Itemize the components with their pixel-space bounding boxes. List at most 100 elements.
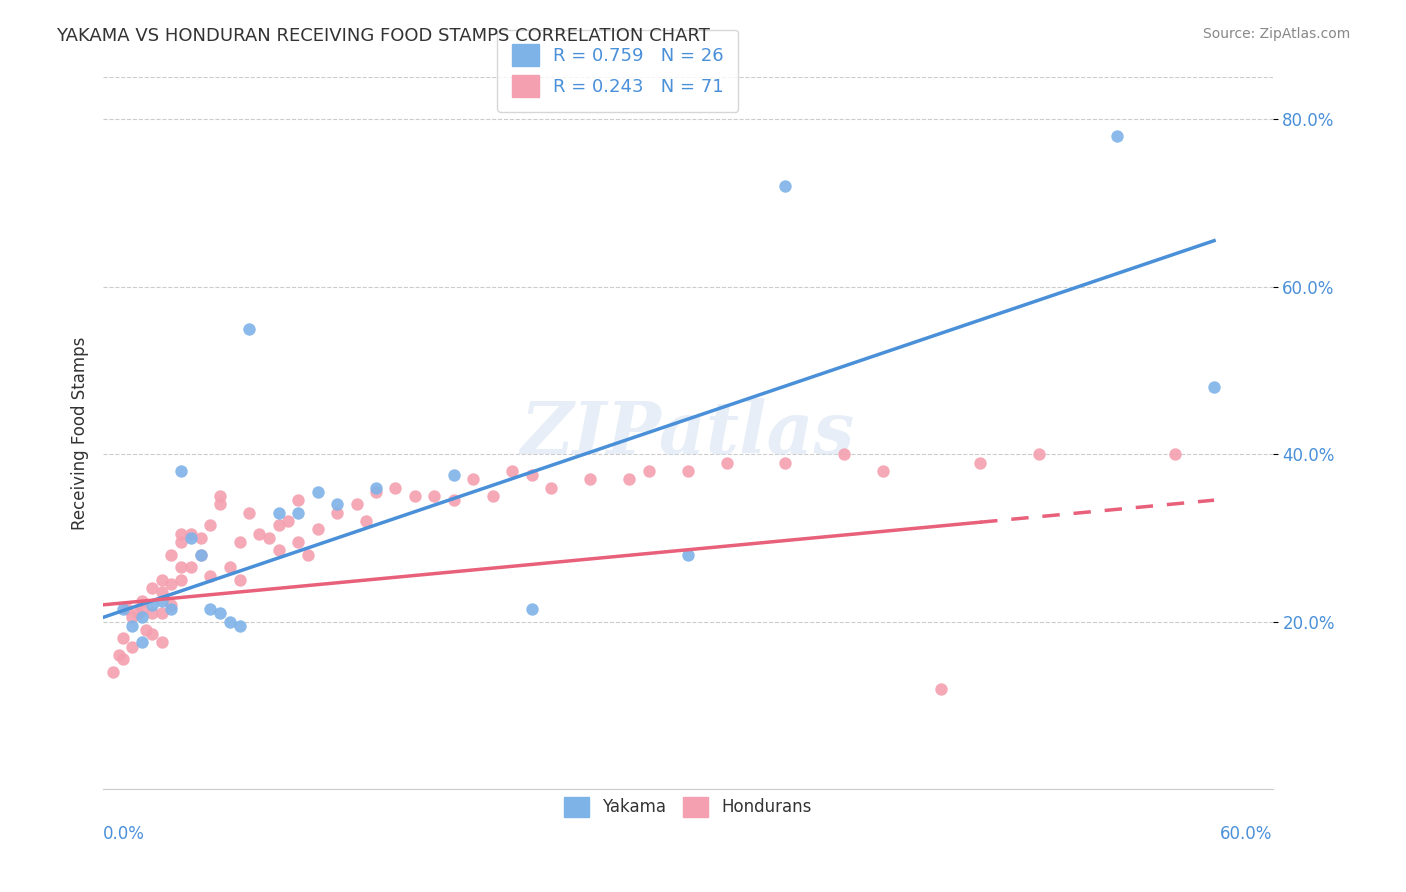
Point	[1105, 129, 1128, 144]
Point	[160, 548, 183, 562]
Point	[131, 610, 153, 624]
Point	[121, 640, 143, 654]
Point	[832, 447, 855, 461]
Legend: Yakama, Hondurans: Yakama, Hondurans	[551, 783, 825, 830]
Point	[190, 531, 212, 545]
Point	[135, 623, 157, 637]
Point	[200, 568, 222, 582]
Point	[307, 484, 329, 499]
Point	[579, 472, 602, 486]
Point	[238, 321, 260, 335]
Point	[267, 506, 290, 520]
Point	[676, 464, 699, 478]
Point	[160, 602, 183, 616]
Point	[404, 489, 426, 503]
Point	[209, 497, 232, 511]
Point	[218, 560, 240, 574]
Point	[180, 526, 202, 541]
Point	[364, 484, 387, 499]
Point	[969, 456, 991, 470]
Point	[180, 560, 202, 574]
Point	[131, 593, 153, 607]
Point	[115, 602, 138, 616]
Point	[141, 581, 163, 595]
Point	[170, 560, 193, 574]
Text: 60.0%: 60.0%	[1220, 824, 1272, 843]
Point	[619, 472, 641, 486]
Point	[200, 518, 222, 533]
Point	[111, 632, 134, 646]
Point	[287, 493, 309, 508]
Point	[101, 665, 124, 679]
Point	[287, 535, 309, 549]
Point	[354, 514, 377, 528]
Text: ZIPatlas: ZIPatlas	[520, 398, 855, 468]
Point	[364, 481, 387, 495]
Point	[1164, 447, 1187, 461]
Point	[121, 610, 143, 624]
Point	[540, 481, 562, 495]
Point	[190, 548, 212, 562]
Point	[384, 481, 406, 495]
Point	[716, 456, 738, 470]
Point	[326, 497, 349, 511]
Point	[501, 464, 523, 478]
Point	[150, 593, 173, 607]
Point	[482, 489, 505, 503]
Point	[1028, 447, 1050, 461]
Point	[267, 543, 290, 558]
Point	[463, 472, 485, 486]
Point	[121, 619, 143, 633]
Point	[238, 506, 260, 520]
Point	[775, 179, 797, 194]
Point	[443, 493, 465, 508]
Point	[200, 602, 222, 616]
Point	[277, 514, 299, 528]
Point	[111, 602, 134, 616]
Point	[287, 506, 309, 520]
Point	[150, 606, 173, 620]
Point	[190, 548, 212, 562]
Point	[218, 615, 240, 629]
Point	[929, 681, 952, 696]
Point	[170, 464, 193, 478]
Point	[180, 531, 202, 545]
Point	[257, 531, 280, 545]
Point	[520, 468, 543, 483]
Point	[127, 606, 149, 620]
Point	[228, 535, 250, 549]
Point	[209, 489, 232, 503]
Point	[131, 635, 153, 649]
Point	[150, 573, 173, 587]
Point	[141, 598, 163, 612]
Point	[307, 523, 329, 537]
Point	[228, 573, 250, 587]
Point	[637, 464, 659, 478]
Point	[111, 652, 134, 666]
Point	[160, 598, 183, 612]
Text: Source: ZipAtlas.com: Source: ZipAtlas.com	[1202, 27, 1350, 41]
Point	[676, 548, 699, 562]
Point	[160, 577, 183, 591]
Text: 0.0%: 0.0%	[103, 824, 145, 843]
Point	[297, 548, 319, 562]
Point	[1202, 380, 1225, 394]
Point	[141, 627, 163, 641]
Point	[228, 619, 250, 633]
Text: YAKAMA VS HONDURAN RECEIVING FOOD STAMPS CORRELATION CHART: YAKAMA VS HONDURAN RECEIVING FOOD STAMPS…	[56, 27, 710, 45]
Point	[247, 526, 270, 541]
Point	[423, 489, 446, 503]
Point	[520, 602, 543, 616]
Point	[170, 526, 193, 541]
Point	[170, 535, 193, 549]
Point	[443, 468, 465, 483]
Point	[150, 585, 173, 599]
Point	[150, 635, 173, 649]
Point	[346, 497, 368, 511]
Point	[107, 648, 129, 662]
Point	[872, 464, 894, 478]
Point	[326, 506, 349, 520]
Point	[775, 456, 797, 470]
Y-axis label: Receiving Food Stamps: Receiving Food Stamps	[72, 336, 89, 530]
Point	[267, 518, 290, 533]
